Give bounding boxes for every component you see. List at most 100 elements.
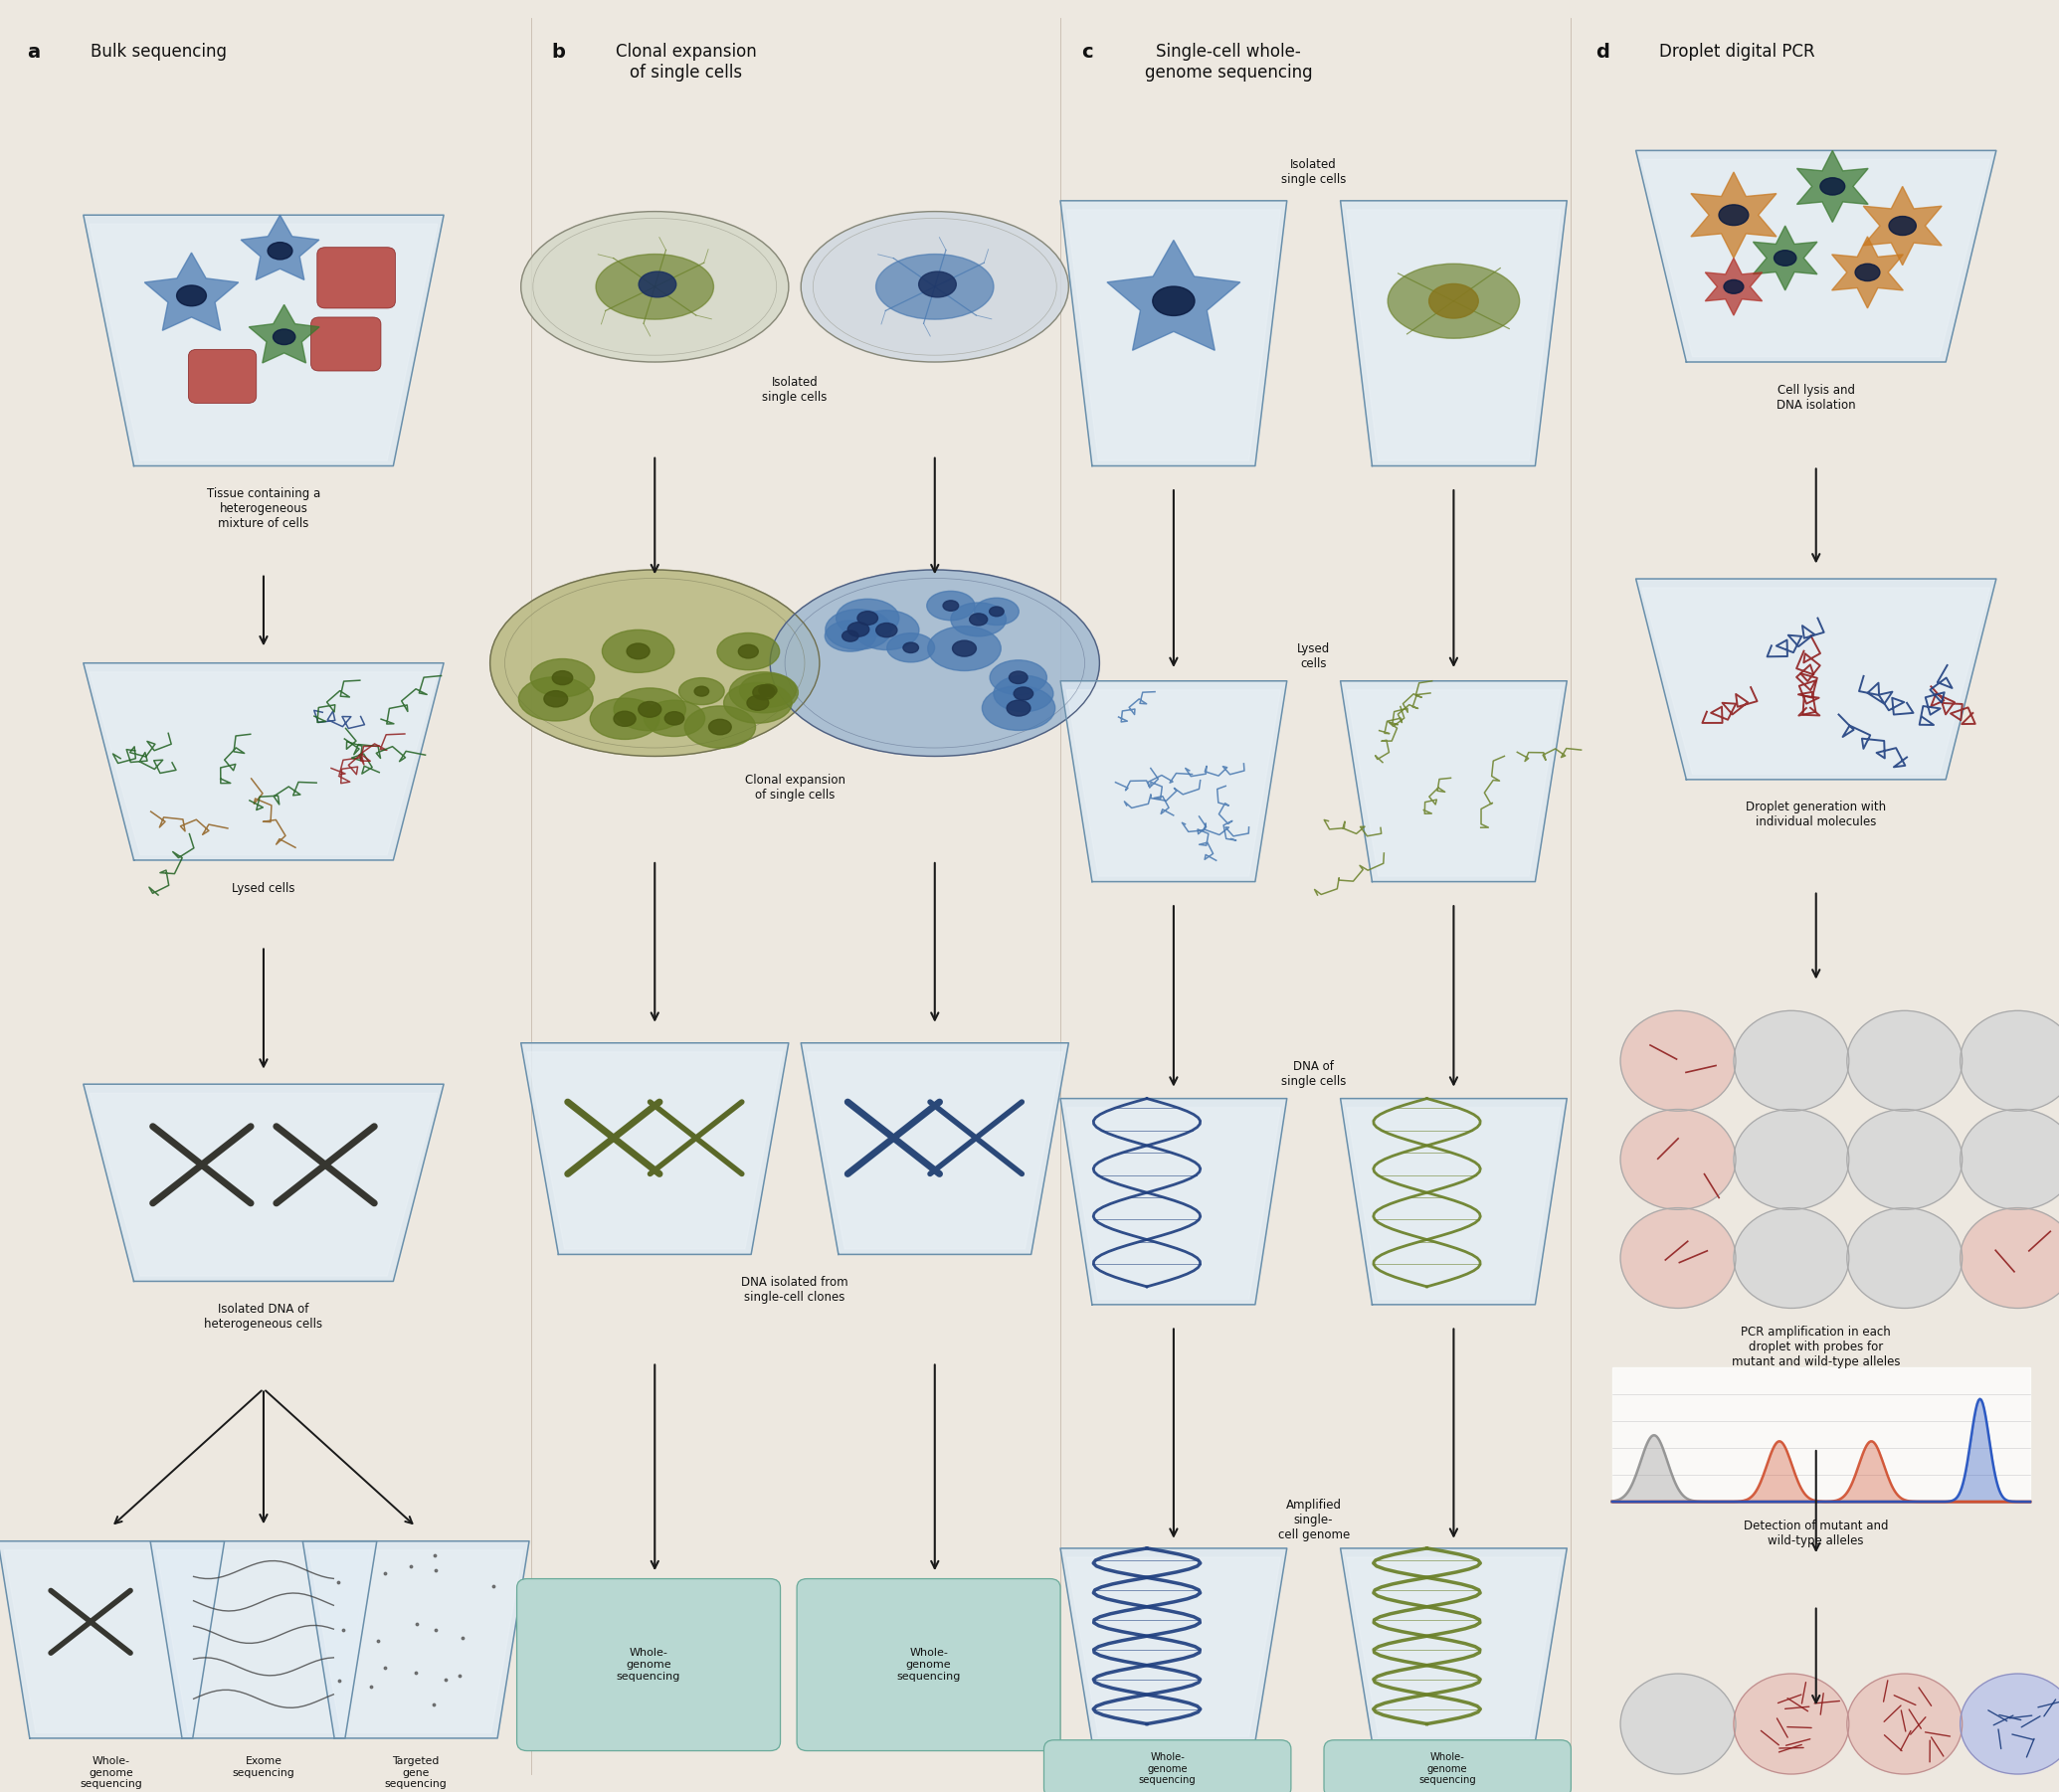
Ellipse shape <box>929 625 1001 670</box>
Text: a: a <box>27 43 39 63</box>
Circle shape <box>1734 1208 1849 1308</box>
Text: Exome
sequencing: Exome sequencing <box>233 1756 294 1778</box>
Circle shape <box>1734 1674 1849 1774</box>
Circle shape <box>1960 1109 2059 1210</box>
Ellipse shape <box>665 711 684 726</box>
Ellipse shape <box>725 683 793 724</box>
Polygon shape <box>1108 240 1240 351</box>
Ellipse shape <box>274 330 294 344</box>
Polygon shape <box>144 253 239 330</box>
Ellipse shape <box>875 254 994 319</box>
Polygon shape <box>1863 186 1942 265</box>
Text: Lysed
cells: Lysed cells <box>1297 642 1330 670</box>
Ellipse shape <box>747 695 768 710</box>
FancyBboxPatch shape <box>517 1579 780 1751</box>
Ellipse shape <box>1719 204 1748 226</box>
Polygon shape <box>1340 1548 1567 1742</box>
Ellipse shape <box>626 643 651 659</box>
Polygon shape <box>1833 237 1903 308</box>
Text: Whole-
genome
sequencing: Whole- genome sequencing <box>1139 1753 1196 1785</box>
Text: Whole-
genome
sequencing: Whole- genome sequencing <box>1419 1753 1476 1785</box>
Circle shape <box>1734 1109 1849 1210</box>
Ellipse shape <box>1855 263 1880 281</box>
Polygon shape <box>91 224 437 461</box>
Text: Cell lysis and
DNA isolation: Cell lysis and DNA isolation <box>1777 383 1855 412</box>
Polygon shape <box>1347 210 1561 461</box>
Ellipse shape <box>708 719 731 735</box>
Ellipse shape <box>953 640 976 656</box>
Polygon shape <box>1752 226 1818 290</box>
Polygon shape <box>1067 1107 1281 1299</box>
Ellipse shape <box>1429 283 1478 319</box>
Polygon shape <box>84 1084 445 1281</box>
Ellipse shape <box>1013 686 1034 701</box>
Polygon shape <box>1067 690 1281 876</box>
Ellipse shape <box>544 690 568 708</box>
Polygon shape <box>309 1550 523 1733</box>
Text: Clonal expansion
of single cells: Clonal expansion of single cells <box>745 774 844 803</box>
Polygon shape <box>150 1541 377 1738</box>
Ellipse shape <box>988 607 1005 616</box>
Ellipse shape <box>887 633 935 663</box>
Ellipse shape <box>644 701 704 737</box>
Polygon shape <box>1643 159 1989 357</box>
Polygon shape <box>1067 1557 1281 1736</box>
Text: Isolated
single cells: Isolated single cells <box>1281 158 1347 186</box>
Ellipse shape <box>638 272 675 297</box>
Ellipse shape <box>826 620 875 652</box>
Text: Clonal expansion
of single cells: Clonal expansion of single cells <box>616 43 756 82</box>
Ellipse shape <box>1775 251 1795 265</box>
Text: DNA isolated from
single-cell clones: DNA isolated from single-cell clones <box>741 1276 848 1305</box>
Polygon shape <box>4 1550 218 1733</box>
Ellipse shape <box>970 613 988 625</box>
Polygon shape <box>84 215 445 466</box>
Ellipse shape <box>974 599 1019 625</box>
FancyBboxPatch shape <box>189 349 255 403</box>
Polygon shape <box>91 672 437 855</box>
Text: Targeted
gene
sequencing: Targeted gene sequencing <box>385 1756 447 1788</box>
Circle shape <box>1960 1674 2059 1774</box>
FancyBboxPatch shape <box>1044 1740 1291 1792</box>
Polygon shape <box>1060 201 1287 466</box>
Text: Detection of mutant and
wild-type alleles: Detection of mutant and wild-type allele… <box>1744 1520 1888 1548</box>
Polygon shape <box>1690 172 1777 258</box>
Polygon shape <box>807 1052 1062 1249</box>
Ellipse shape <box>842 631 859 642</box>
Ellipse shape <box>1723 280 1744 294</box>
Ellipse shape <box>552 670 572 685</box>
Ellipse shape <box>177 285 206 306</box>
Polygon shape <box>1340 1098 1567 1305</box>
FancyBboxPatch shape <box>1324 1740 1571 1792</box>
Ellipse shape <box>717 633 780 670</box>
Polygon shape <box>303 1541 529 1738</box>
Ellipse shape <box>1888 217 1917 235</box>
Ellipse shape <box>854 611 918 650</box>
Circle shape <box>1847 1011 1962 1111</box>
Ellipse shape <box>836 599 900 638</box>
Text: Isolated DNA of
heterogeneous cells: Isolated DNA of heterogeneous cells <box>204 1303 323 1331</box>
Ellipse shape <box>519 677 593 720</box>
Polygon shape <box>521 1043 789 1254</box>
Ellipse shape <box>531 659 595 697</box>
Text: b: b <box>552 43 566 63</box>
Ellipse shape <box>982 686 1054 731</box>
Ellipse shape <box>614 688 686 731</box>
Ellipse shape <box>679 677 725 704</box>
Polygon shape <box>1705 258 1763 315</box>
Ellipse shape <box>614 711 636 726</box>
Circle shape <box>1847 1674 1962 1774</box>
Polygon shape <box>1635 151 1997 362</box>
Polygon shape <box>1347 1557 1561 1736</box>
Circle shape <box>1620 1011 1736 1111</box>
Polygon shape <box>1060 1098 1287 1305</box>
Text: Whole-
genome
sequencing: Whole- genome sequencing <box>616 1649 682 1681</box>
Ellipse shape <box>754 685 774 701</box>
Text: Bulk sequencing: Bulk sequencing <box>91 43 226 61</box>
Circle shape <box>1620 1109 1736 1210</box>
Ellipse shape <box>1007 701 1030 717</box>
Ellipse shape <box>927 591 974 620</box>
Ellipse shape <box>951 602 1007 636</box>
Ellipse shape <box>943 600 959 611</box>
Polygon shape <box>1635 579 1997 780</box>
Text: PCR amplification in each
droplet with probes for
mutant and wild-type alleles: PCR amplification in each droplet with p… <box>1732 1326 1900 1369</box>
